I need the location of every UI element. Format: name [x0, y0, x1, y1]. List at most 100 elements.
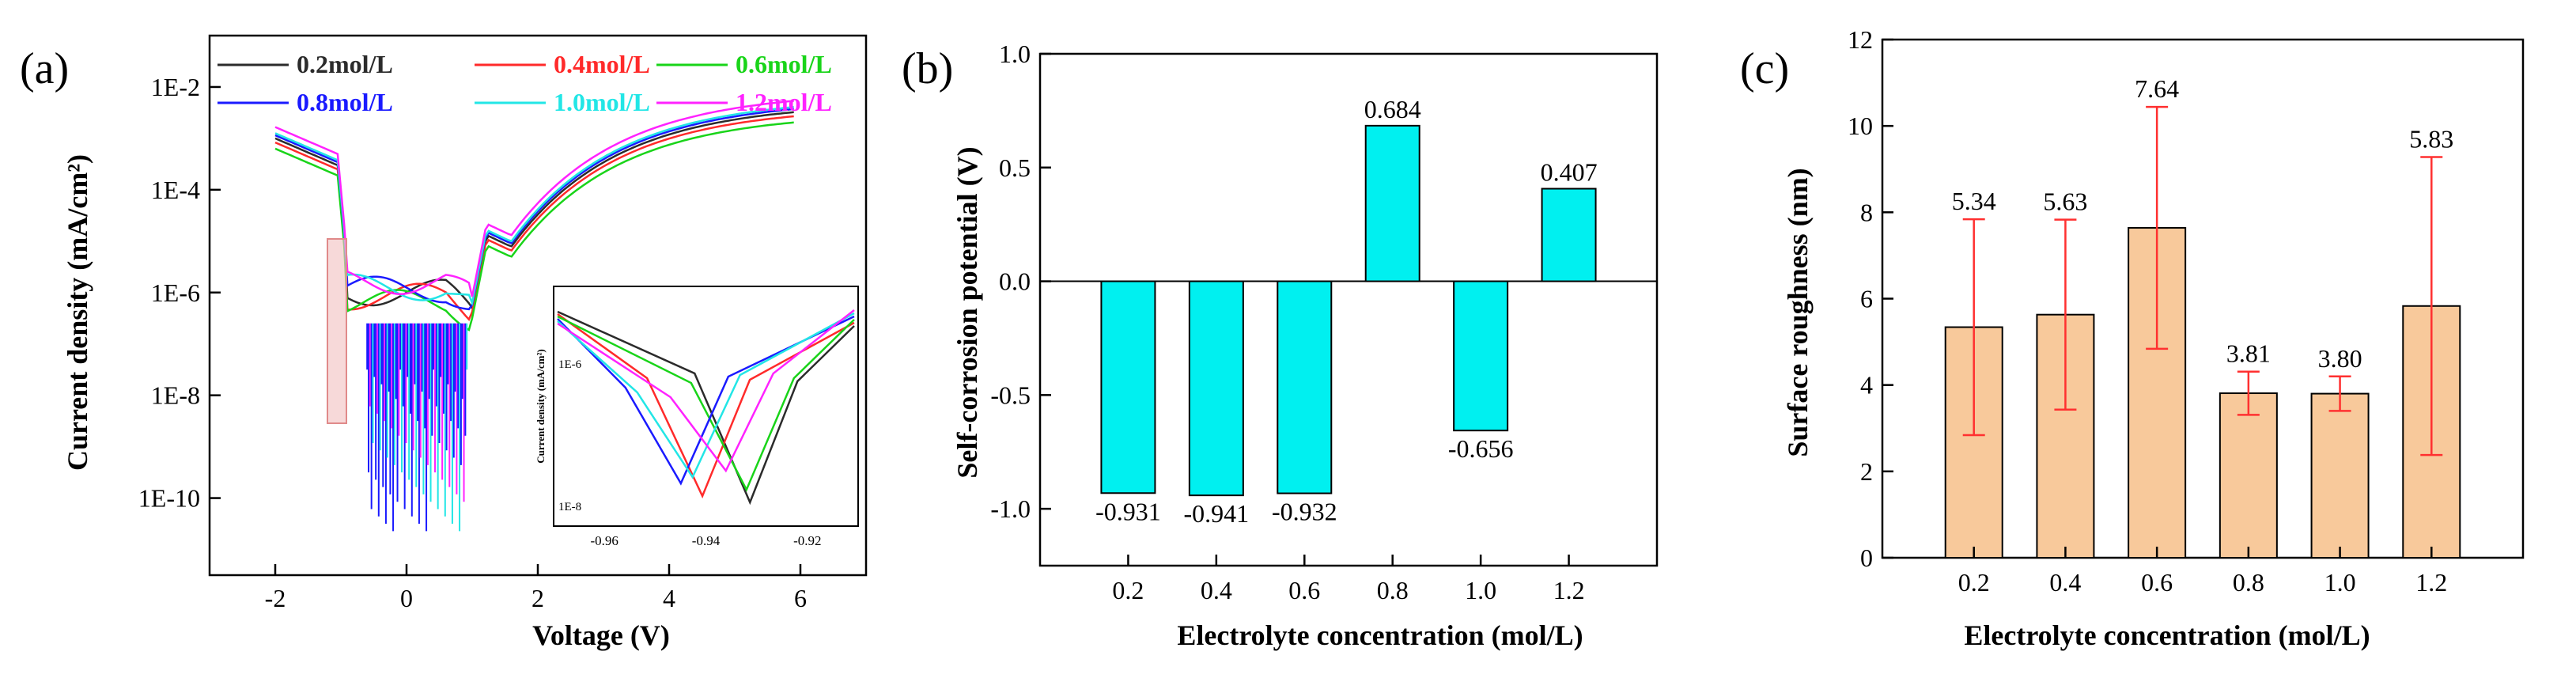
y-tick-label: 6: [1860, 285, 1873, 313]
panel-c-ylabel: Surface roughness (nm): [1782, 168, 1814, 456]
panel-a-inset: -0.96 -0.94 -0.92 1E-6 1E-8 Current density (…: [535, 286, 859, 548]
data-label: 5.34: [1952, 187, 1996, 215]
data-label: -0.941: [1184, 499, 1250, 528]
inset-x-tick-label: -0.96: [590, 533, 618, 548]
y-tick-label: 2: [1860, 457, 1873, 486]
legend-label-1.2mol/L: 1.2mol/L: [736, 88, 832, 116]
y-tick-label: 1E-8: [151, 381, 200, 410]
panel-b-ylabel: Self-corrosion potential (V): [951, 146, 983, 478]
bar-0.2: [1100, 280, 1156, 494]
panel-a-xlabel: Voltage (V): [532, 619, 670, 651]
panel-a-ylabel: Current density (mA/cm²): [62, 154, 93, 471]
panel-a-axes: -2 0 2 4 6 1E-2 1E-4 1E-6 1E-8 1E-10: [138, 34, 868, 612]
y-tick-label: 1E-10: [138, 484, 200, 513]
inset-x-tick-label: -0.94: [692, 533, 721, 548]
inset-curve-0.8mol/L: [557, 315, 855, 486]
panel-b: (b) 1.0 0.5 0.0 -0.5 -1.0 0.2 -0.931 0.4 -0.941 0…: [902, 40, 1659, 651]
panel-a: (a) -2 0 2 4 6 1E-2 1E-4 1E-6 1E-8 1E-10 0.2mol/L…: [20, 34, 868, 651]
y-tick-label: 0.5: [999, 153, 1031, 182]
x-tick-label: 0.2: [1112, 576, 1144, 604]
panel-a-curves: [274, 100, 794, 532]
data-label: 5.63: [2043, 187, 2087, 216]
panel-b-frame: [1038, 52, 1659, 567]
x-tick-label: 0.2: [1958, 568, 1990, 597]
panel-c-label: (c): [1740, 44, 1789, 93]
curve-0.2mol/L: [274, 111, 794, 311]
curve-0.8mol/L: [274, 108, 794, 311]
x-tick-label: 1.2: [2415, 568, 2447, 597]
y-tick-label: -0.5: [990, 381, 1031, 409]
y-tick-label: 8: [1860, 198, 1873, 226]
y-tick-label: -1.0: [990, 494, 1031, 523]
curve-0.6mol/L: [274, 121, 794, 331]
panel-c-xlabel: Electrolyte concentration (mol/L): [1964, 619, 2370, 651]
panel-c: (c) 0 2 4 6 8 10 12 0.2 5.34 0.4 5.63 0.6 7.64 0.8 3.8…: [1740, 25, 2525, 651]
bar-1.0: [1453, 280, 1509, 432]
x-tick-label: 1.0: [2324, 568, 2356, 597]
x-tick-label: 6: [794, 584, 807, 612]
inset-curve-1.2mol/L: [557, 309, 855, 473]
x-tick-label: 0.6: [1288, 576, 1320, 604]
bar-0.8: [1364, 124, 1420, 282]
bar-1.2: [1541, 187, 1597, 282]
inset-x-tick-label: -0.92: [793, 533, 821, 548]
y-tick-label: 1E-2: [151, 73, 200, 101]
data-label: 7.64: [2135, 74, 2179, 103]
x-tick-label: 4: [663, 584, 675, 612]
x-tick-label: 2: [531, 584, 544, 612]
bar-0.4: [1188, 280, 1244, 497]
data-label: -0.656: [1448, 434, 1514, 463]
inset-curve-1.0mol/L: [557, 312, 855, 479]
legend-label-1.0mol/L: 1.0mol/L: [554, 88, 650, 116]
data-label: 5.83: [2409, 124, 2453, 153]
x-tick-label: 0.8: [1377, 576, 1409, 604]
panel-b-xlabel: Electrolyte concentration (mol/L): [1177, 619, 1583, 651]
data-label: -0.932: [1272, 498, 1337, 526]
panel-b-label: (b): [902, 44, 953, 93]
x-tick-label: 0.8: [2233, 568, 2264, 597]
x-tick-label: 0.4: [1201, 576, 1232, 604]
curve-1.2mol/L: [274, 100, 794, 297]
y-tick-label: 10: [1848, 112, 1873, 140]
curve-1.0mol/L: [274, 106, 794, 307]
x-tick-label: -2: [265, 584, 286, 612]
y-tick-label: 4: [1860, 371, 1873, 400]
panel-c-plot: 0 2 4 6 8 10 12 0.2 5.34 0.4 5.63 0.6 7.64 0.8 3.81 1.0…: [1848, 25, 2525, 597]
data-label: 3.80: [2318, 344, 2362, 373]
inset-y-tick-label: 1E-6: [558, 358, 582, 371]
bar-1.0: [2310, 392, 2370, 559]
y-tick-label: 1.0: [999, 40, 1031, 68]
panel-a-legend: 0.2mol/L 0.4mol/L 0.6mol/L 0.8mol/L 1.0mol/L…: [218, 50, 832, 116]
data-label: 3.81: [2226, 339, 2271, 368]
inset-y-tick-label: 1E-8: [558, 501, 581, 513]
bar-0.8: [2219, 392, 2278, 559]
x-tick-label: 0: [400, 584, 413, 612]
bar-0.6: [1277, 280, 1333, 494]
x-tick-label: 0.6: [2141, 568, 2173, 597]
data-label: -0.931: [1095, 497, 1161, 525]
panel-a-label: (a): [20, 44, 69, 93]
x-tick-label: 1.2: [1553, 576, 1585, 604]
x-tick-label: 0.4: [2049, 568, 2081, 597]
y-tick-label: 0.0: [999, 267, 1031, 296]
legend-label-0.2mol/L: 0.2mol/L: [297, 50, 393, 78]
inset-curve-0.6mol/L: [557, 315, 855, 492]
inset-ylabel: Current density (mA/cm²): [535, 349, 547, 463]
inset-curve-0.2mol/L: [557, 310, 855, 506]
y-tick-label: 1E-6: [151, 278, 200, 307]
legend-label-0.4mol/L: 0.4mol/L: [554, 50, 650, 78]
y-tick-label: 0: [1860, 544, 1873, 572]
inset-curve-0.4mol/L: [557, 312, 855, 499]
data-label: 0.684: [1364, 95, 1421, 123]
zoom-region-highlight: [327, 238, 347, 424]
curve-0.4mol/L: [274, 115, 794, 321]
panel-b-plot: 1.0 0.5 0.0 -0.5 -1.0 0.2 -0.931 0.4 -0.941 0.6 -0…: [990, 40, 1659, 604]
inset-frame: [553, 286, 859, 527]
y-tick-label: 1E-4: [151, 176, 200, 204]
data-label: 0.407: [1541, 158, 1598, 187]
x-tick-label: 1.0: [1465, 576, 1496, 604]
y-tick-label: 12: [1848, 25, 1873, 54]
legend-label-0.6mol/L: 0.6mol/L: [736, 50, 832, 78]
legend-label-0.8mol/L: 0.8mol/L: [297, 88, 393, 116]
